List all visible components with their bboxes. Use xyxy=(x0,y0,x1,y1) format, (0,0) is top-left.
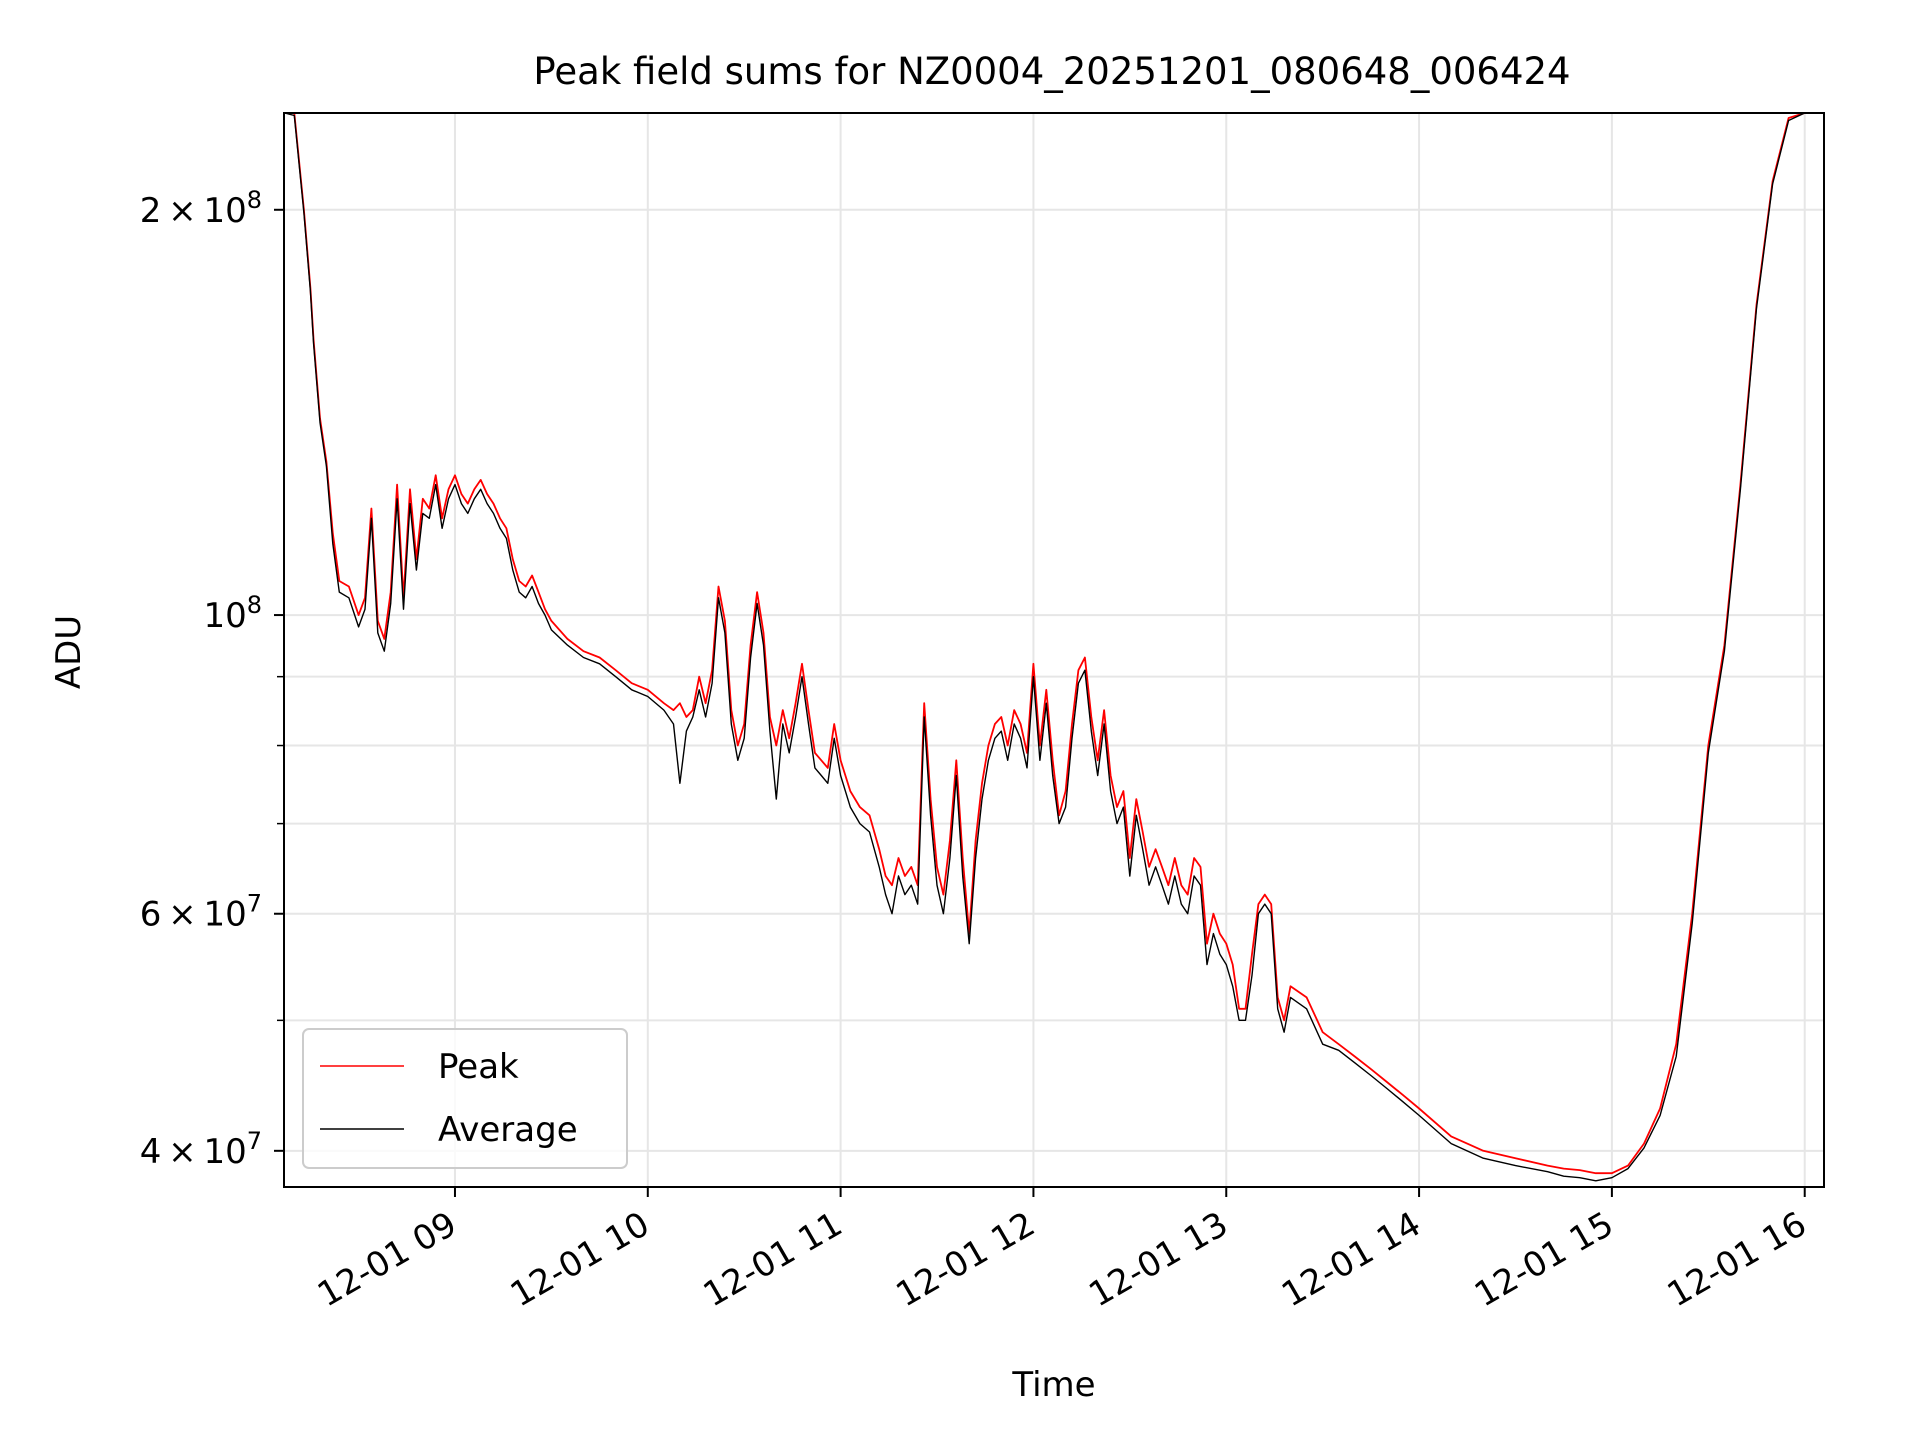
y-axis: 2 × 108 108 6 × 107 4 × 107 xyxy=(140,186,284,1172)
gridlines xyxy=(284,113,1824,1187)
y-tick-label: 6 × 107 xyxy=(140,890,262,935)
series-line-average xyxy=(284,113,1824,1182)
legend-box xyxy=(302,1028,628,1169)
y-axis-label: ADU xyxy=(49,615,89,689)
plot-frame xyxy=(283,112,1825,1188)
y-tick-label: 2 × 108 xyxy=(140,186,262,231)
y-tick-label: 108 xyxy=(203,591,262,636)
x-axis-label: Time xyxy=(1011,1365,1095,1405)
legend-label-average: Average xyxy=(438,1110,578,1150)
legend: Peak Average xyxy=(302,1028,628,1169)
chart-title: Peak field sums for NZ0004_20251201_0806… xyxy=(533,50,1570,93)
series-line-peak xyxy=(284,113,1824,1175)
y-tick-label: 4 × 107 xyxy=(140,1127,262,1172)
legend-label-peak: Peak xyxy=(438,1047,519,1087)
data-series xyxy=(284,113,1824,1182)
